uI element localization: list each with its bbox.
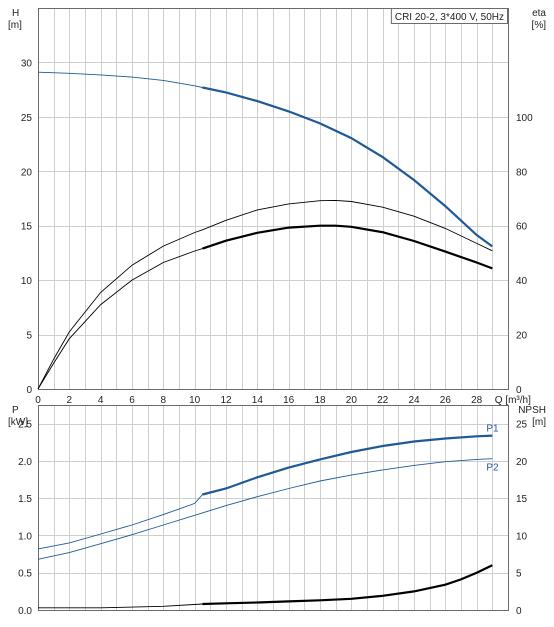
bottom-y2-tick-label: 15 — [516, 494, 528, 505]
top-series-2-curve — [37, 225, 493, 390]
top-y-tick-label: 25 — [21, 113, 33, 124]
chart-title: CRI 20-2, 3*400 V, 50Hz — [395, 12, 504, 23]
top-y-tick-label: 0 — [26, 385, 32, 396]
x-tick-label: 24 — [408, 395, 420, 406]
top-y-tick-label: 5 — [26, 331, 32, 342]
top-y2-tick-label: 60 — [516, 222, 528, 233]
x-tick-label: 28 — [471, 395, 483, 406]
x-tick-label: 18 — [314, 395, 326, 406]
x-tick-label: 22 — [377, 395, 389, 406]
x-tick-label: 12 — [220, 395, 232, 406]
top-y2-tick-label: 40 — [516, 276, 528, 287]
x-axis-label: Q [m³/h] — [495, 395, 531, 406]
bottom-y-tick-label: 1.0 — [18, 531, 32, 542]
top-y-axis-unit: [m] — [8, 20, 22, 31]
bottom-y2-tick-label: 20 — [516, 457, 528, 468]
bottom-plot-frame — [38, 405, 509, 611]
bottom-y-axis-unit: [kW] — [8, 417, 28, 428]
bottom-y-tick-label: 2.5 — [18, 420, 32, 431]
title-box — [390, 8, 508, 24]
p1-label: P1 — [486, 424, 499, 435]
bottom-y2-axis-unit: [m] — [532, 417, 546, 428]
x-tick-label: 10 — [189, 395, 201, 406]
bottom-y2-tick-label: 0 — [516, 606, 522, 617]
p1-operating-range — [202, 434, 493, 496]
x-tick-label: 26 — [440, 395, 452, 406]
x-tick-label: 16 — [283, 395, 295, 406]
top-y2-tick-label: 80 — [516, 167, 528, 178]
bottom-y2-tick-label: 5 — [516, 569, 522, 580]
x-tick-label: 6 — [129, 395, 135, 406]
top-y2-tick-label: 20 — [516, 331, 528, 342]
top-series-2-operating-range — [202, 224, 493, 270]
p1-curve — [37, 435, 493, 550]
bottom-y2-tick-label: 10 — [516, 531, 528, 542]
x-tick-label: 2 — [67, 395, 73, 406]
p2-label: P2 — [486, 463, 499, 474]
p2-curve — [37, 458, 493, 560]
top-y-tick-label: 10 — [21, 276, 33, 287]
top-y-tick-label: 20 — [21, 167, 33, 178]
top-y2-tick-label: 100 — [516, 113, 533, 124]
x-tick-label: 4 — [98, 395, 104, 406]
bottom-y-axis-symbol: P — [12, 405, 19, 416]
bottom-y-tick-label: 2.0 — [18, 457, 32, 468]
top-series-1-curve — [37, 199, 493, 390]
top-y-tick-label: 15 — [21, 222, 33, 233]
top-y2-tick-label: 0 — [516, 385, 522, 396]
x-tick-label: 20 — [346, 395, 358, 406]
x-tick-label: 8 — [161, 395, 167, 406]
power-npsh-chart: 0.0 0.5 1.0 1.5 2.0 2.5 0 5 10 15 20 25 P[kW] NPSH[m]… — [8, 405, 546, 617]
bottom-y-tick-label: 1.5 — [18, 494, 32, 505]
bottom-y-tick-label: 0.0 — [18, 606, 32, 617]
top-plot-frame — [38, 8, 509, 390]
top-series-0-operating-range — [202, 86, 493, 248]
top-y-axis-symbol: H — [12, 8, 19, 19]
x-tick-label: 0 — [35, 395, 41, 406]
bottom-y-tick-label: 0.5 — [18, 569, 32, 580]
bottom-y2-tick-label: 25 — [516, 420, 528, 431]
top-y2-axis-unit: [%] — [532, 20, 547, 31]
bottom-y2-axis-symbol: NPSH — [518, 405, 546, 416]
bottom-series-2-operating-range — [202, 564, 493, 606]
x-tick-label: 14 — [252, 395, 264, 406]
top-y2-axis-symbol: eta — [532, 8, 546, 19]
top-y-tick-label: 30 — [21, 58, 33, 69]
